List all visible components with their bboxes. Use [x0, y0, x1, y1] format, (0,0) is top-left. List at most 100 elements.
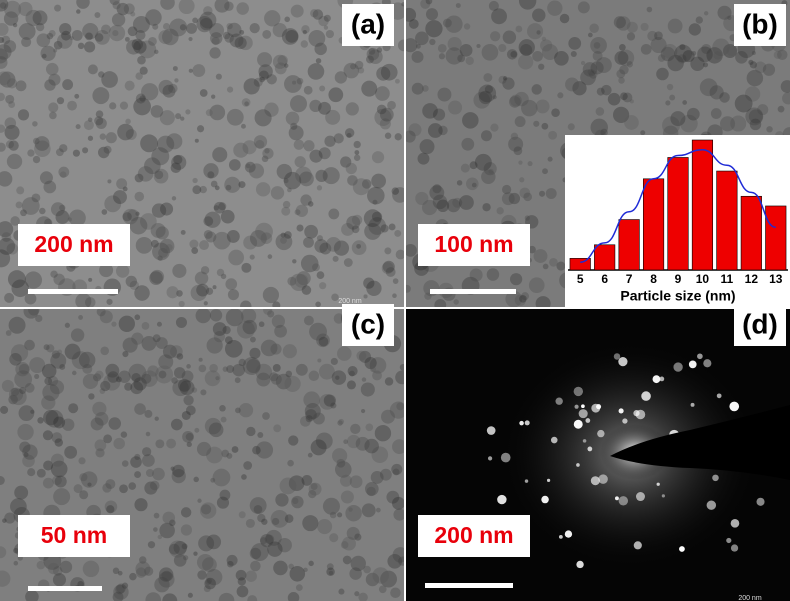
particle [324, 25, 328, 29]
particle [71, 328, 84, 341]
particle [319, 86, 325, 92]
particle [514, 146, 523, 155]
particle [548, 157, 553, 162]
particle [44, 344, 50, 350]
particle [197, 125, 204, 132]
particle [338, 589, 344, 595]
particle [150, 481, 160, 491]
particle [84, 120, 94, 130]
particle [363, 294, 367, 298]
particle [136, 237, 153, 254]
particle [171, 377, 177, 383]
particle [462, 112, 479, 129]
particle [627, 22, 638, 33]
particle [125, 119, 131, 125]
particle [109, 102, 116, 109]
particle [627, 61, 633, 67]
particle [134, 285, 150, 301]
particle [78, 43, 84, 49]
particle [205, 232, 216, 243]
particle [425, 20, 442, 37]
particle [778, 106, 785, 113]
particle [331, 358, 338, 365]
particle [224, 177, 240, 193]
particle [281, 207, 290, 216]
particle [354, 150, 359, 155]
particle [83, 374, 98, 389]
particle [375, 425, 391, 441]
particle [239, 403, 253, 417]
particle [192, 178, 197, 183]
particle [67, 101, 77, 111]
particle [461, 164, 470, 173]
particle [2, 518, 7, 523]
particle [363, 566, 371, 574]
particle [541, 123, 548, 130]
particle [344, 258, 353, 267]
particle [415, 32, 429, 46]
particle [129, 573, 137, 581]
particle [95, 448, 104, 457]
particle [381, 64, 398, 81]
spot [587, 447, 592, 452]
particle [79, 473, 87, 481]
particle [385, 377, 393, 385]
particle [560, 14, 569, 23]
particle [88, 278, 92, 282]
particle [297, 78, 304, 85]
particle [151, 105, 164, 118]
particle [608, 93, 621, 106]
particle [254, 135, 267, 148]
particle [658, 54, 666, 62]
particle [122, 460, 129, 467]
particle [712, 39, 729, 56]
particle [56, 148, 64, 156]
spot [614, 353, 620, 359]
particle [88, 393, 94, 399]
particle [418, 153, 430, 165]
particle [356, 351, 366, 361]
particle [304, 225, 318, 239]
spot [541, 496, 549, 504]
particle [426, 8, 438, 20]
particle [292, 81, 296, 85]
particle [73, 150, 80, 157]
particle [400, 364, 407, 371]
particle [668, 19, 683, 34]
particle [692, 51, 697, 56]
particle [25, 293, 37, 305]
particle [224, 2, 234, 12]
particle [244, 101, 249, 106]
particle [546, 188, 557, 199]
spot [636, 410, 646, 420]
particle [61, 31, 71, 41]
particle [282, 28, 299, 45]
particle [134, 498, 147, 511]
particle [152, 468, 165, 481]
particle [317, 519, 332, 534]
particle [159, 523, 175, 539]
particle [385, 133, 391, 139]
particle [182, 411, 191, 420]
particle [337, 512, 342, 517]
particle [252, 446, 261, 455]
particle [154, 577, 169, 592]
spot [598, 474, 607, 483]
particle [286, 112, 300, 126]
particle [296, 584, 303, 591]
particle [356, 437, 370, 451]
particle [53, 573, 66, 586]
particle [134, 471, 141, 478]
particle [335, 71, 347, 83]
particle [250, 23, 260, 33]
spot [731, 544, 738, 551]
particle [372, 567, 388, 583]
particle [548, 131, 557, 140]
particle [519, 177, 524, 182]
spot [756, 498, 764, 506]
particle [188, 37, 192, 41]
particle [182, 431, 194, 443]
particle [460, 44, 473, 57]
particle [285, 514, 294, 523]
spot [501, 453, 511, 463]
